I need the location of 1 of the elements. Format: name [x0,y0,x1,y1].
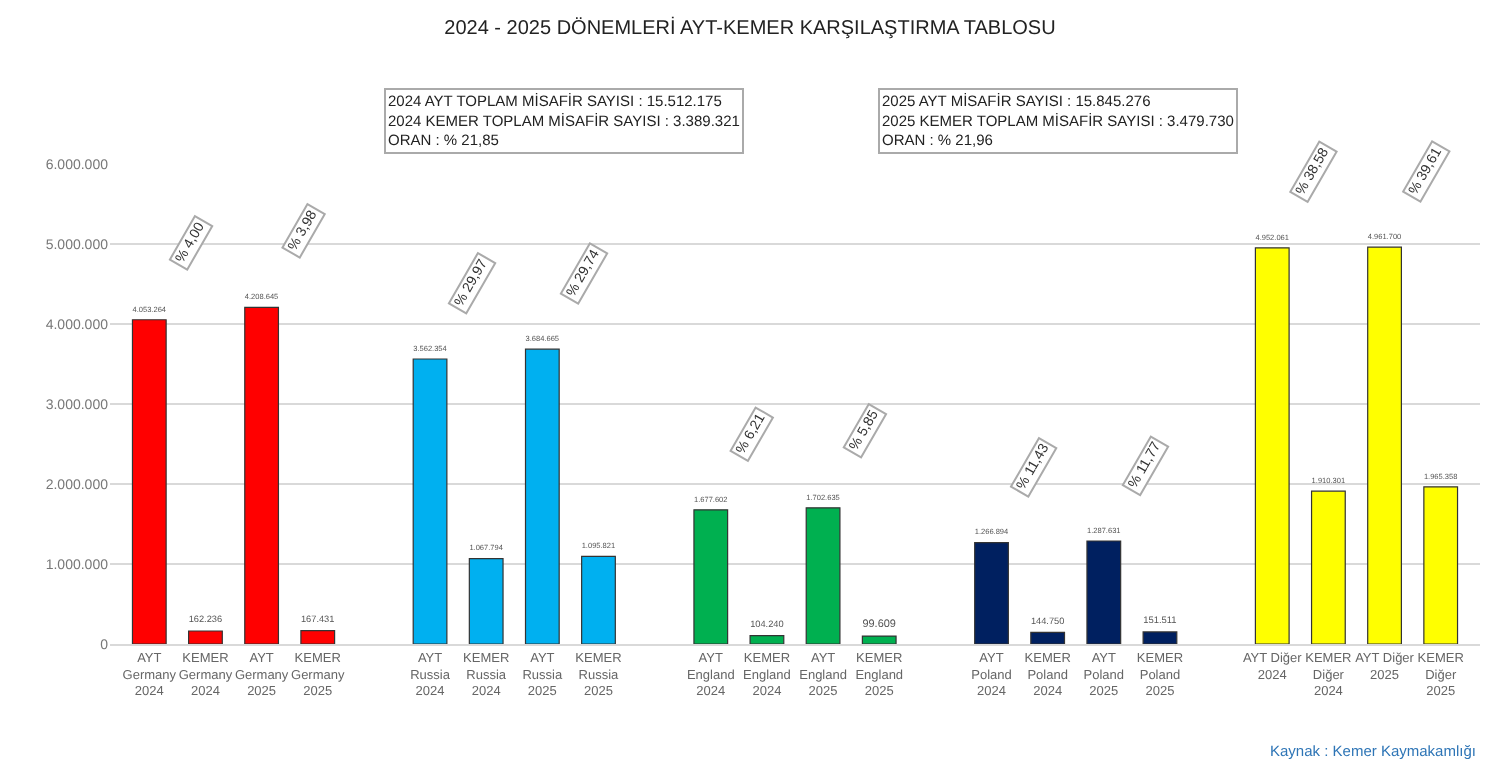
chart-title: 2024 - 2025 DÖNEMLERİ AYT-KEMER KARŞILAŞTIRMA TABLOSU [444,15,1056,40]
